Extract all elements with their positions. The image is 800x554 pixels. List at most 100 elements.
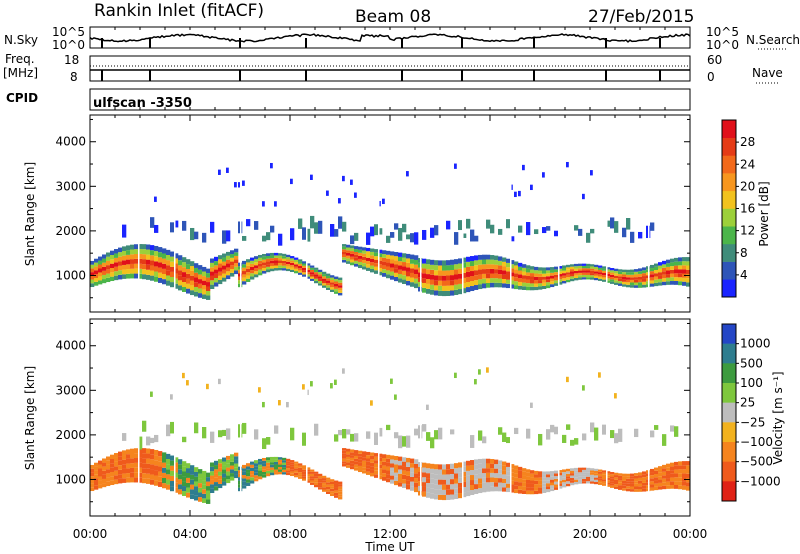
power-cell <box>594 267 599 270</box>
vel-cell <box>318 482 323 486</box>
vel-cell <box>498 486 503 492</box>
vel-cell <box>326 482 331 485</box>
vel-cell <box>674 481 679 485</box>
power-cell <box>298 263 303 267</box>
power-cell <box>346 244 351 248</box>
velocity-ylabel: Slant Range [km] <box>23 366 37 470</box>
vel-cell <box>486 487 491 492</box>
power-cell <box>130 273 135 279</box>
power-cell <box>162 248 167 254</box>
power-cell <box>630 277 635 280</box>
vel-cell <box>570 480 575 483</box>
vel-cell <box>542 483 547 487</box>
vel-cell <box>218 479 223 484</box>
power-cell <box>458 289 463 295</box>
vel-cell <box>622 478 627 481</box>
vel-cell <box>578 481 583 484</box>
power-cell <box>462 288 467 294</box>
power-cell <box>466 266 471 272</box>
power-cell <box>626 274 631 278</box>
power-cell <box>522 264 527 268</box>
vel-cell <box>642 471 647 475</box>
vel-cell <box>306 473 311 477</box>
vel-cell <box>470 470 475 476</box>
vel-cell <box>242 464 247 469</box>
power-cell <box>342 221 347 232</box>
power-cell <box>454 163 457 169</box>
vel-cell <box>498 427 503 435</box>
data-gap <box>648 359 650 511</box>
vel-cell <box>150 459 155 465</box>
power-cell <box>554 266 559 270</box>
vel-cell <box>270 459 275 463</box>
vel-cell <box>606 477 611 481</box>
power-cell <box>306 276 311 279</box>
power-cell <box>638 273 643 277</box>
power-cell <box>358 261 363 265</box>
power-cell <box>170 222 175 233</box>
vel-cell <box>98 468 103 473</box>
power-cell <box>186 288 191 294</box>
vel-cell <box>138 436 143 450</box>
vel-cell <box>374 460 379 464</box>
power-cell <box>426 269 431 275</box>
power-cell <box>598 272 603 275</box>
power-cell <box>674 265 679 270</box>
noise-left-tick-bottom: 10^0 <box>52 38 85 52</box>
vel-cell <box>614 481 619 485</box>
power-cell <box>378 249 383 254</box>
power-cell <box>678 269 683 274</box>
vel-cell <box>310 469 315 472</box>
power-cell <box>114 257 119 263</box>
power-cell <box>166 254 171 261</box>
vel-cell <box>246 476 251 480</box>
power-cell <box>226 167 229 173</box>
power-cell <box>290 228 295 241</box>
power-cell <box>682 269 687 274</box>
vel-cell <box>634 486 639 490</box>
power-cell <box>370 255 375 259</box>
power-cell <box>306 274 311 277</box>
power-cell <box>322 278 327 281</box>
power-cell <box>482 269 487 274</box>
power-cell <box>450 269 455 276</box>
power-cell <box>658 272 663 276</box>
power-cell <box>402 275 407 280</box>
power-cell <box>354 263 359 267</box>
vel-cell <box>478 473 483 479</box>
vel-cell <box>518 485 523 490</box>
power-cell <box>290 260 295 263</box>
power-cell <box>234 259 239 264</box>
vel-cell <box>538 474 543 478</box>
vel-cell <box>462 492 467 498</box>
freq-trace <box>89 65 691 110</box>
vel-cell <box>566 476 571 479</box>
vel-cell <box>606 480 611 483</box>
power-cell <box>514 273 519 278</box>
power-cell <box>446 285 451 291</box>
vel-cell <box>586 476 591 479</box>
power-cell <box>490 259 495 265</box>
vel-cell <box>658 486 663 490</box>
vel-cell <box>246 479 251 483</box>
power-cell <box>522 278 527 283</box>
power-cell <box>234 270 239 275</box>
vel-cell <box>682 485 687 490</box>
vel-cell <box>506 475 511 480</box>
power-cell <box>562 280 567 284</box>
vel-cell <box>234 456 239 460</box>
power-cell <box>574 273 579 276</box>
power-cell <box>338 198 341 204</box>
power-cell <box>326 287 331 290</box>
power-cell <box>650 277 655 281</box>
power-cell <box>578 272 583 276</box>
vel-cell <box>110 480 115 486</box>
vel-cell <box>686 477 691 483</box>
vel-cell <box>294 461 299 464</box>
vel-cell <box>478 488 483 494</box>
vel-cell <box>414 487 419 493</box>
power-cell <box>666 270 671 275</box>
vel-cell <box>258 470 263 474</box>
power-cell <box>154 256 159 262</box>
vel-cell <box>286 472 291 476</box>
